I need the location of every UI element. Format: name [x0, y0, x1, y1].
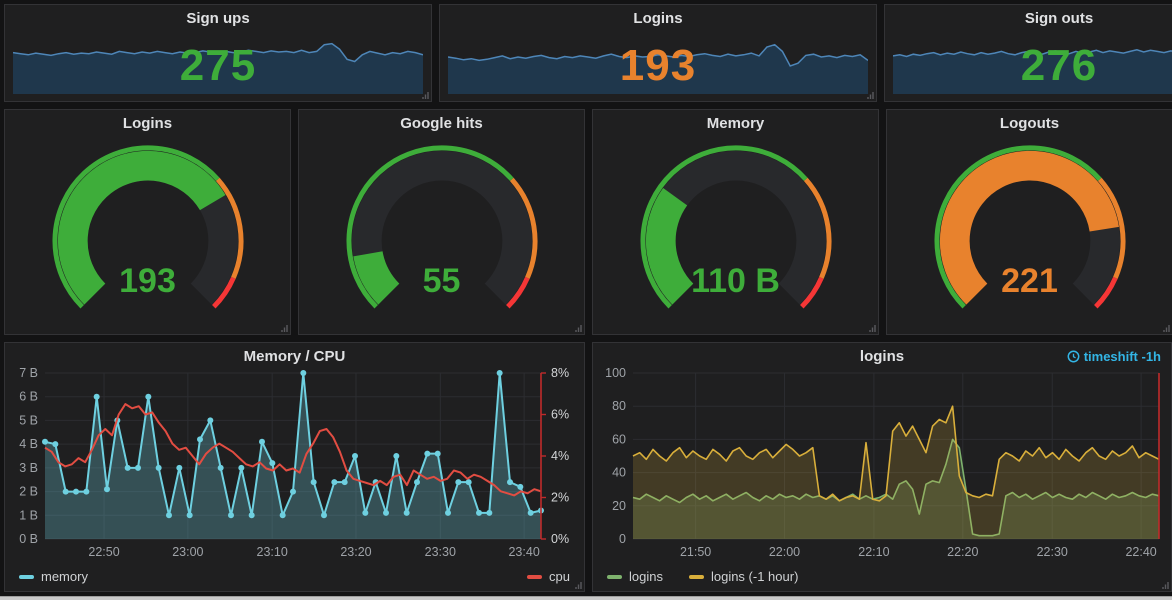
svg-text:22:40: 22:40	[1125, 545, 1156, 559]
memory-cpu-chart[interactable]: 0 B 1 B 2 B 3 B 4 B 5 B 6 B 7 B 22:50 23:00 23:10 2…	[5, 343, 584, 591]
gauge-chart	[617, 136, 855, 335]
legend-item-logins-1-hour[interactable]: logins (-1 hour)	[688, 569, 799, 584]
svg-text:5 B: 5 B	[19, 413, 38, 427]
legend-label: logins (-1 hour)	[710, 569, 799, 584]
svg-text:100: 100	[605, 366, 626, 380]
svg-text:4 B: 4 B	[19, 437, 38, 451]
sparkline-chart	[447, 38, 869, 94]
panel-title[interactable]: Logouts	[999, 115, 1060, 132]
gauge-value: 193	[119, 262, 176, 300]
graph-panel-memory-cpu: Memory / CPU 0 B 1 B 2 B 3 B 4 B 5 B 6 B 7 B 22:…	[4, 342, 585, 592]
resize-handle-icon[interactable]	[279, 324, 288, 333]
panel-title[interactable]: Sign ups	[186, 10, 250, 27]
svg-text:22:10: 22:10	[858, 545, 889, 559]
svg-text:6%: 6%	[551, 408, 569, 422]
panel-title[interactable]: Logins	[633, 10, 683, 27]
svg-text:0%: 0%	[551, 532, 569, 546]
svg-text:23:10: 23:10	[257, 545, 288, 559]
svg-text:4%: 4%	[551, 449, 569, 463]
svg-text:60: 60	[612, 432, 626, 446]
logins-series-swatch	[607, 574, 622, 579]
panel-title[interactable]: Memory	[706, 115, 765, 132]
resize-handle-icon[interactable]	[1161, 324, 1170, 333]
svg-text:23:20: 23:20	[340, 545, 371, 559]
timeshift-badge: timeshift -1h	[1067, 349, 1161, 364]
horizontal-scrollbar[interactable]	[0, 596, 1172, 600]
svg-text:0: 0	[619, 532, 626, 546]
svg-text:80: 80	[612, 399, 626, 413]
chart-legend: memory cpu	[19, 569, 570, 584]
svg-text:8%: 8%	[551, 366, 569, 380]
svg-text:20: 20	[612, 499, 626, 513]
legend-item-cpu[interactable]: cpu	[527, 569, 570, 584]
svg-text:2%: 2%	[551, 491, 569, 505]
sparkline-chart	[892, 38, 1172, 94]
svg-text:22:50: 22:50	[88, 545, 119, 559]
gauge-panels-row: Logins 193 Google hits 55 Memory 110 B L…	[4, 109, 1172, 335]
svg-text:0 B: 0 B	[19, 532, 38, 546]
gauge-chart	[323, 136, 561, 335]
legend-item-memory[interactable]: memory	[19, 569, 88, 584]
logins-chart[interactable]: 0 20 40 60 80 100 21:50 22:00 22:10 22:20 22:30 22:…	[593, 343, 1171, 591]
svg-text:2 B: 2 B	[19, 485, 38, 499]
gauge-chart	[911, 136, 1149, 335]
svg-text:23:40: 23:40	[508, 545, 539, 559]
resize-handle-icon[interactable]	[1160, 581, 1169, 590]
gauge-value: 110 B	[691, 262, 780, 300]
graph-panels-row: Memory / CPU 0 B 1 B 2 B 3 B 4 B 5 B 6 B 7 B 22:…	[4, 342, 1172, 592]
svg-text:6 B: 6 B	[19, 390, 38, 404]
gauge-panel-logouts: Logouts 221	[886, 109, 1172, 335]
graph-panel-logins-timeshift: logins timeshift -1h 0 20 40 60 80 100 21:50 22…	[592, 342, 1172, 592]
panel-title[interactable]: Logins	[122, 115, 173, 132]
resize-handle-icon[interactable]	[867, 324, 876, 333]
gauge-value: 221	[1001, 262, 1058, 300]
memory-series-swatch	[19, 574, 34, 579]
stat-panels-row: Sign ups 275 Logins 193 Sign outs 276	[4, 4, 1172, 102]
panel-title[interactable]: Memory / CPU	[243, 348, 346, 365]
stat-value: 275	[179, 41, 257, 90]
svg-text:3 B: 3 B	[19, 461, 38, 475]
gauge-panel-google-hits: Google hits 55	[298, 109, 585, 335]
legend-label: cpu	[549, 569, 570, 584]
clock-icon	[1067, 350, 1080, 363]
logins-1-hour-series-swatch	[688, 574, 704, 579]
svg-text:22:30: 22:30	[1037, 545, 1068, 559]
svg-text:1 B: 1 B	[19, 508, 38, 522]
panel-title[interactable]: logins	[859, 348, 905, 365]
gauge-panel-memory: Memory 110 B	[592, 109, 879, 335]
svg-text:22:00: 22:00	[769, 545, 800, 559]
resize-handle-icon[interactable]	[573, 324, 582, 333]
legend-label: logins	[629, 569, 663, 584]
timeshift-label: timeshift -1h	[1083, 349, 1161, 364]
svg-text:21:50: 21:50	[680, 545, 711, 559]
legend-item-logins[interactable]: logins	[607, 569, 663, 584]
svg-text:7 B: 7 B	[19, 366, 38, 380]
gauge-chart	[29, 136, 267, 335]
chart-legend: logins logins (-1 hour)	[607, 569, 1157, 584]
stat-value: 193	[619, 41, 697, 90]
resize-handle-icon[interactable]	[865, 91, 874, 100]
cpu-series-swatch	[527, 574, 543, 579]
sparkline-chart	[12, 38, 424, 94]
panel-title[interactable]: Sign outs	[1024, 10, 1094, 27]
svg-text:23:00: 23:00	[172, 545, 203, 559]
panel-title[interactable]: Google hits	[400, 115, 483, 132]
stat-panel-sign-ups: Sign ups 275	[4, 4, 432, 102]
stat-panel-sign-outs: Sign outs 276	[884, 4, 1172, 102]
svg-text:22:20: 22:20	[947, 545, 978, 559]
resize-handle-icon[interactable]	[420, 91, 429, 100]
legend-label: memory	[41, 569, 88, 584]
grafana-dashboard: Sign ups 275 Logins 193 Sign outs 276 Lo…	[4, 4, 1172, 599]
svg-text:23:30: 23:30	[425, 545, 456, 559]
stat-panel-logins: Logins 193	[439, 4, 877, 102]
stat-value: 276	[1020, 41, 1098, 90]
resize-handle-icon[interactable]	[573, 581, 582, 590]
svg-text:40: 40	[612, 466, 626, 480]
gauge-value: 55	[422, 262, 461, 300]
gauge-panel-logins: Logins 193	[4, 109, 291, 335]
